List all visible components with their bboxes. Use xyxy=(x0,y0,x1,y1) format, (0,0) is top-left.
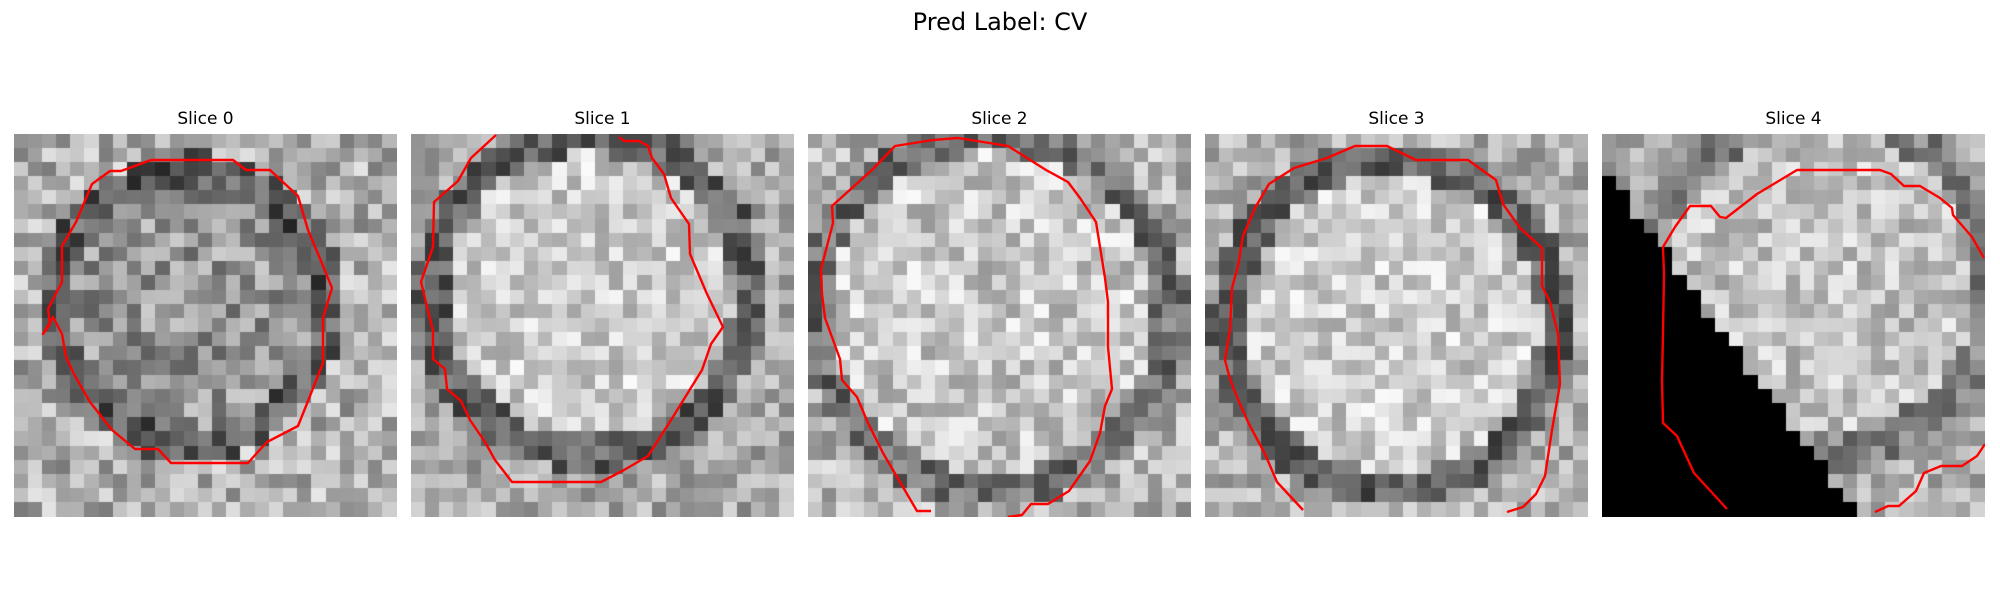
slice-1-title: Slice 1 xyxy=(574,109,631,129)
slice-0-image xyxy=(14,134,397,517)
slice-4-contour xyxy=(1660,168,1985,514)
slice-1-image xyxy=(411,134,794,517)
slice-2-image xyxy=(808,134,1191,517)
slice-2-title: Slice 2 xyxy=(971,109,1028,129)
slice-2-contour xyxy=(819,136,1114,517)
slice-3-contour xyxy=(1223,144,1562,514)
slice-0-contour xyxy=(41,158,334,465)
slice-3-image xyxy=(1205,134,1588,517)
slice-4-image xyxy=(1602,134,1985,517)
figure-title: Pred Label: CV xyxy=(912,8,1088,36)
slice-4-title: Slice 4 xyxy=(1765,109,1822,129)
slice-3-title: Slice 3 xyxy=(1368,109,1425,129)
slice-0-title: Slice 0 xyxy=(177,109,234,129)
slice-1-contour xyxy=(419,134,725,484)
